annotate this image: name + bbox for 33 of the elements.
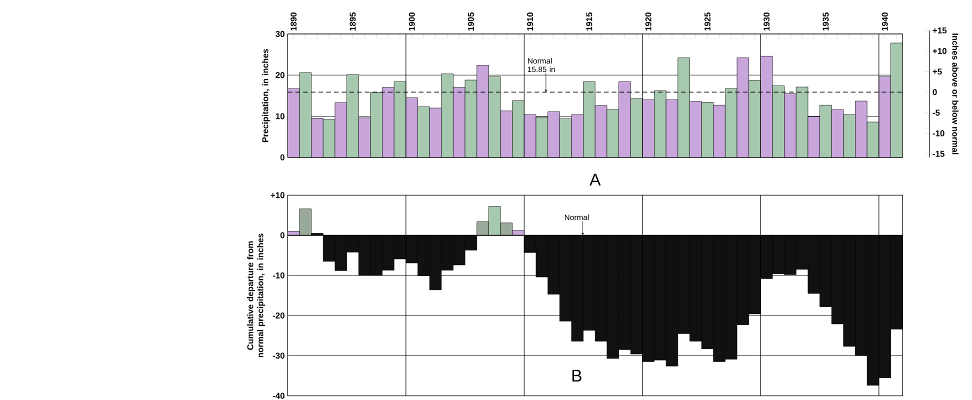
y2-tick-label: 0 bbox=[932, 88, 937, 95]
x-tick-label: 1905 bbox=[468, 12, 474, 30]
y-tick-label: -40 bbox=[272, 392, 284, 399]
y2-tick-label: -15 bbox=[932, 150, 944, 157]
x-tick-label: 1910 bbox=[527, 12, 534, 30]
y-tick-label: 0 bbox=[280, 154, 284, 160]
y-tick-label: -20 bbox=[272, 312, 284, 318]
text: A bbox=[589, 174, 601, 186]
y2-axis-title: Inches above or below normal bbox=[952, 33, 958, 154]
annotation: B bbox=[572, 370, 582, 382]
y-tick-label: -30 bbox=[272, 352, 284, 358]
y2-tick-label: +10 bbox=[932, 48, 946, 54]
x-tick-label: 1915 bbox=[586, 12, 592, 30]
x-tick-label: 1925 bbox=[704, 12, 710, 30]
y2-tick-label: -10 bbox=[932, 130, 944, 136]
x-tick-label: 1900 bbox=[408, 12, 415, 30]
x-tick-label: 1890 bbox=[290, 12, 297, 30]
y-tick-label: +10 bbox=[270, 192, 284, 198]
x-tick-label: 1920 bbox=[645, 12, 652, 30]
y-axis-title: Precipitation, in inches bbox=[262, 48, 270, 142]
y2-tick-label: +15 bbox=[932, 27, 947, 34]
x-tick-label: 1930 bbox=[764, 12, 770, 30]
y-tick-label: 10 bbox=[276, 113, 284, 120]
y-axis-title: Cumulative departure from normal precipitation, in inches bbox=[247, 233, 265, 357]
x-tick-label: 1940 bbox=[882, 12, 888, 30]
y2-tick-label: -5 bbox=[932, 110, 940, 116]
y2-tick-label: +5 bbox=[932, 68, 942, 74]
x-tick-label: 1935 bbox=[822, 12, 829, 30]
y-tick-label: -10 bbox=[272, 272, 284, 278]
y-tick-label: 20 bbox=[276, 72, 284, 78]
y-tick-label: 30 bbox=[276, 30, 284, 37]
x-tick-label: 1895 bbox=[350, 12, 356, 30]
y-tick-label: 0 bbox=[280, 232, 284, 238]
